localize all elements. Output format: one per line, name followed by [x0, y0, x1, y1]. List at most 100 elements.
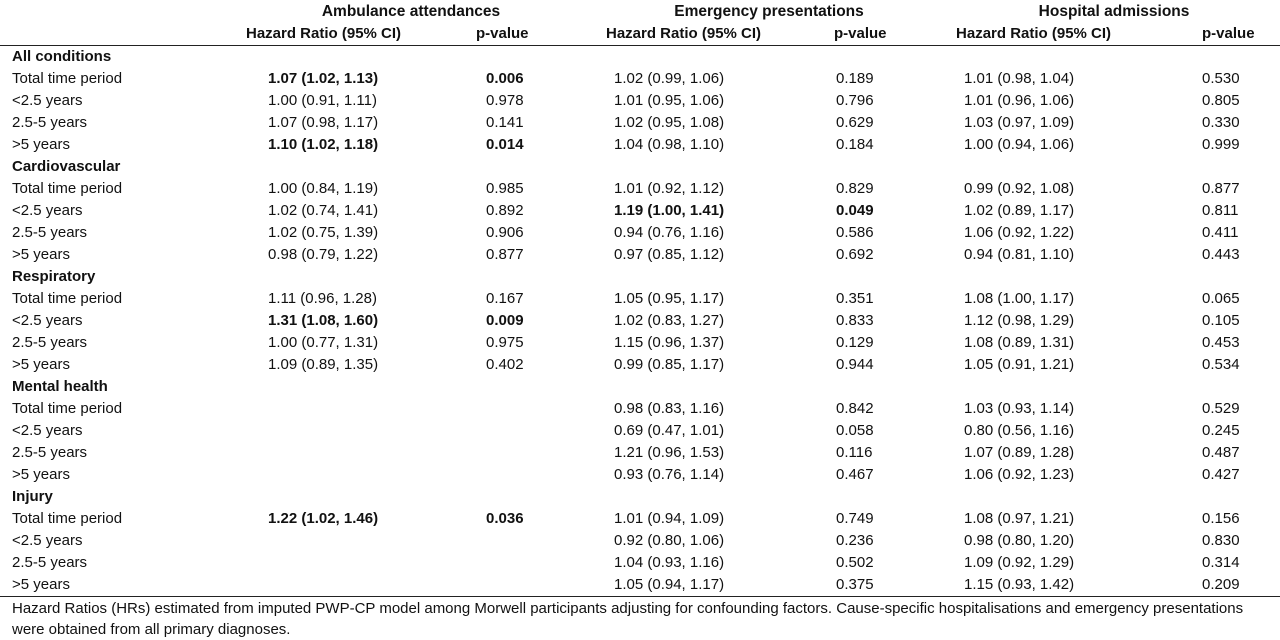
- em-p-cell: 0.129: [836, 334, 874, 351]
- row-label: <2.5 years: [12, 532, 83, 549]
- hosp-hr-cell: 1.01 (0.96, 1.06): [964, 92, 1075, 109]
- em-p-cell: 0.467: [836, 466, 874, 483]
- section-title: Respiratory: [12, 268, 96, 285]
- hosp-hr-cell: 1.12 (0.98, 1.29): [964, 312, 1075, 329]
- row-label: >5 years: [12, 356, 70, 373]
- hosp-p-cell: 0.534: [1202, 356, 1240, 373]
- em-p-cell: 0.058: [836, 422, 874, 439]
- amb-p-cell: 0.906: [486, 224, 524, 241]
- em-p-cell: 0.502: [836, 554, 874, 571]
- hosp-p-cell: 0.443: [1202, 246, 1240, 263]
- em-hr-cell: 1.15 (0.96, 1.37): [614, 334, 725, 351]
- row-label: <2.5 years: [12, 92, 83, 109]
- table-row: >5 years 0.93 (0.76, 1.14) 0.467 1.06 (0.92…: [0, 464, 1280, 486]
- amb-p-cell: 0.141: [486, 114, 524, 131]
- amb-hr-cell: 1.11 (0.96, 1.28): [268, 290, 377, 307]
- amb-p-cell: [472, 464, 590, 486]
- row-label: >5 years: [12, 246, 70, 263]
- em-p-cell: 0.629: [836, 114, 874, 131]
- em-hr-cell: 1.05 (0.95, 1.17): [614, 290, 725, 307]
- group-header-emergency: Emergency presentations: [674, 3, 864, 20]
- row-label: 2.5-5 years: [12, 554, 88, 571]
- column-header-em-hr: Hazard Ratio (95% CI): [590, 23, 830, 46]
- em-p-cell: 0.049: [836, 202, 874, 219]
- hosp-hr-cell: 1.08 (0.89, 1.31): [964, 334, 1075, 351]
- table-row: 2.5-5 years 1.21 (0.96, 1.53) 0.116 1.07 (0…: [0, 442, 1280, 464]
- em-hr-cell: 0.94 (0.76, 1.16): [614, 224, 725, 241]
- table-footnote: Hazard Ratios (HRs) estimated from imput…: [12, 600, 1244, 638]
- row-label: Total time period: [12, 180, 123, 197]
- table-row: <2.5 years 0.69 (0.47, 1.01) 0.058 0.80 (0.…: [0, 420, 1280, 442]
- amb-hr-cell: 0.98 (0.79, 1.22): [268, 246, 379, 263]
- section-title: Cardiovascular: [12, 158, 121, 175]
- em-hr-cell: 1.02 (0.95, 1.08): [614, 114, 725, 131]
- table-row: <2.5 years 1.02 (0.74, 1.41) 0.892 1.19 (1.…: [0, 200, 1280, 222]
- hosp-hr-cell: 1.05 (0.91, 1.21): [964, 356, 1075, 373]
- table-row: <2.5 years 0.92 (0.80, 1.06) 0.236 0.98 (0.…: [0, 530, 1280, 552]
- em-hr-cell: 1.01 (0.94, 1.09): [614, 510, 725, 527]
- em-hr-cell: 1.01 (0.95, 1.06): [614, 92, 725, 109]
- hosp-p-cell: 0.411: [1202, 224, 1239, 241]
- hosp-p-cell: 0.245: [1202, 422, 1240, 439]
- hosp-p-cell: 0.427: [1202, 466, 1240, 483]
- hosp-p-cell: 0.330: [1202, 114, 1240, 131]
- hosp-hr-cell: 1.06 (0.92, 1.23): [964, 466, 1075, 483]
- hosp-hr-cell: 1.08 (1.00, 1.17): [964, 290, 1075, 307]
- table-row: 2.5-5 years 1.00 (0.77, 1.31) 0.975 1.15 (0…: [0, 332, 1280, 354]
- section-header-row: Respiratory: [0, 266, 1280, 288]
- hosp-p-cell: 0.530: [1202, 70, 1240, 87]
- row-label: <2.5 years: [12, 422, 83, 439]
- hosp-p-cell: 0.065: [1202, 290, 1240, 307]
- hazard-ratio-table: Ambulance attendances Emergency presenta…: [0, 1, 1280, 597]
- hosp-p-cell: 0.314: [1202, 554, 1240, 571]
- table-row: Total time period 0.98 (0.83, 1.16) 0.842 1…: [0, 398, 1280, 420]
- amb-p-cell: [472, 552, 590, 574]
- row-label: Total time period: [12, 510, 123, 527]
- amb-hr-cell: 1.07 (0.98, 1.17): [268, 114, 379, 131]
- em-hr-cell: 0.99 (0.85, 1.17): [614, 356, 725, 373]
- hosp-hr-cell: 1.07 (0.89, 1.28): [964, 444, 1075, 461]
- amb-p-cell: 0.167: [486, 290, 524, 307]
- section-header-row: All conditions: [0, 46, 1280, 69]
- em-hr-cell: 1.21 (0.96, 1.53): [614, 444, 725, 461]
- amb-p-cell: [472, 420, 590, 442]
- hosp-hr-cell: 1.03 (0.93, 1.14): [964, 400, 1075, 417]
- hosp-hr-cell: 1.08 (0.97, 1.21): [964, 510, 1075, 527]
- hosp-p-cell: 0.453: [1202, 334, 1240, 351]
- section-header-row: Cardiovascular: [0, 156, 1280, 178]
- amb-p-cell: 0.892: [486, 202, 524, 219]
- em-hr-cell: 0.69 (0.47, 1.01): [614, 422, 725, 439]
- table-row: 2.5-5 years 1.07 (0.98, 1.17) 0.141 1.02 (0…: [0, 112, 1280, 134]
- em-p-cell: 0.586: [836, 224, 874, 241]
- amb-hr-cell: 1.22 (1.02, 1.46): [268, 510, 379, 527]
- row-label: <2.5 years: [12, 312, 83, 329]
- amb-hr-cell: 1.00 (0.84, 1.19): [268, 180, 379, 197]
- hosp-hr-cell: 1.03 (0.97, 1.09): [964, 114, 1075, 131]
- table-row: Total time period 1.11 (0.96, 1.28) 0.167 1…: [0, 288, 1280, 310]
- header-blank-cell: [0, 1, 232, 23]
- hosp-p-cell: 0.811: [1202, 202, 1239, 219]
- column-header-hosp-p: p-value: [1188, 23, 1280, 46]
- amb-hr-cell: [232, 552, 472, 574]
- amb-p-cell: 0.402: [486, 356, 524, 373]
- em-p-cell: 0.829: [836, 180, 874, 197]
- amb-p-cell: 0.985: [486, 180, 524, 197]
- em-hr-cell: 0.92 (0.80, 1.06): [614, 532, 725, 549]
- em-p-cell: 0.375: [830, 574, 949, 597]
- hosp-hr-cell: 1.09 (0.92, 1.29): [964, 554, 1075, 571]
- em-hr-cell: 1.04 (0.98, 1.10): [614, 136, 725, 153]
- row-label: 2.5-5 years: [12, 444, 88, 461]
- amb-hr-cell: 1.10 (1.02, 1.18): [268, 136, 379, 153]
- em-hr-cell: 1.19 (1.00, 1.41): [614, 202, 725, 219]
- row-label: >5 years: [12, 466, 70, 483]
- hosp-p-cell: 0.209: [1188, 574, 1280, 597]
- row-label: 2.5-5 years: [12, 224, 88, 241]
- amb-p-cell: 0.009: [486, 312, 524, 329]
- amb-hr-cell: 1.02 (0.75, 1.39): [268, 224, 379, 241]
- em-p-cell: 0.116: [836, 444, 873, 461]
- em-p-cell: 0.944: [836, 356, 874, 373]
- group-header-hospital: Hospital admissions: [1038, 3, 1190, 20]
- column-header-hosp-hr: Hazard Ratio (95% CI): [948, 23, 1189, 46]
- hosp-hr-cell: 1.06 (0.92, 1.22): [964, 224, 1075, 241]
- amb-p-cell: 0.014: [486, 136, 524, 153]
